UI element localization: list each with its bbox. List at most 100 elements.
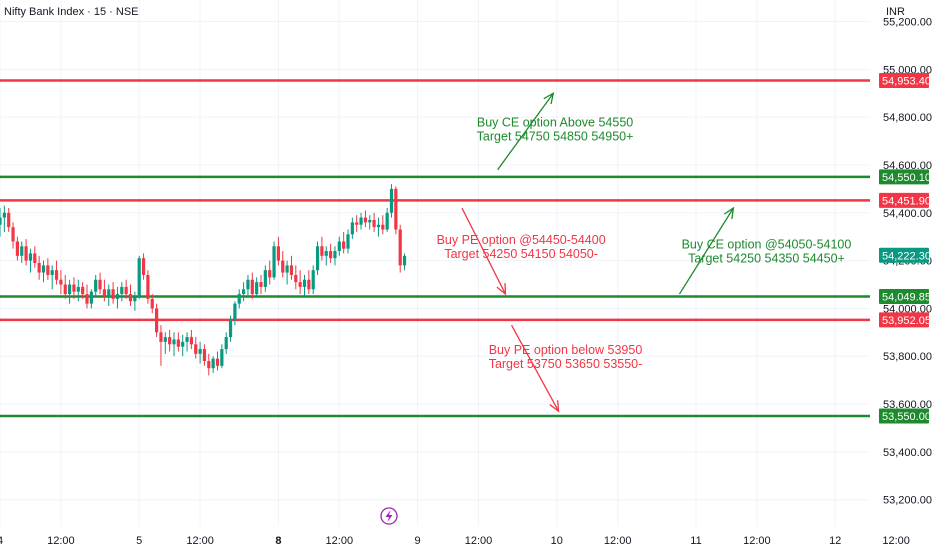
candle-body [59, 279, 63, 285]
trade-note-line: Target 54250 54350 54450+ [688, 252, 845, 266]
x-tick-label: 12:00 [326, 535, 354, 547]
y-tick-label: 54,600.00 [883, 160, 932, 172]
candle-body [146, 274, 150, 299]
x-tick-label: 12:00 [882, 535, 910, 547]
candle-body [2, 212, 6, 218]
level-tag-support [879, 408, 929, 424]
level-tag-label: 53,952.05 [882, 315, 931, 327]
candle-body [63, 284, 67, 295]
candle-body [402, 255, 407, 266]
candle-body [355, 222, 359, 225]
candle-body [228, 320, 233, 338]
candle-body [289, 265, 294, 275]
level-tag-label: 54,550.10 [882, 172, 931, 184]
candle-body [207, 361, 211, 369]
candle-body [155, 308, 159, 333]
candle-body [368, 219, 372, 223]
candle-body [11, 227, 15, 242]
candle-body [115, 294, 120, 299]
candle-body [133, 296, 137, 302]
candle-body [150, 298, 154, 309]
candles [0, 184, 407, 376]
y-tick-label: 53,400.00 [883, 447, 932, 459]
candle-body [141, 258, 146, 275]
candle-body [24, 246, 28, 261]
x-tick-label: 11 [690, 535, 701, 547]
candle-body [298, 282, 302, 287]
candle-body [311, 270, 315, 290]
candle-body [163, 337, 167, 342]
trade-note-line: Buy PE option below 53950 [489, 343, 643, 357]
level-tag-resistance [879, 312, 929, 328]
x-tick-label: 4 [0, 535, 3, 547]
candle-body [89, 291, 93, 304]
level-tag-support [879, 289, 929, 305]
candle-body [242, 289, 246, 295]
y-tick-label: 54,400.00 [883, 208, 932, 220]
trade-arrow [510, 324, 560, 412]
candle-body [46, 265, 50, 275]
x-tick-label: 12:00 [465, 535, 493, 547]
trade-arrow-head [496, 283, 507, 296]
trade-arrows [461, 91, 735, 413]
trade-arrow [497, 92, 554, 171]
candle-body [120, 286, 124, 295]
candle-body [15, 241, 19, 256]
candle-body [337, 241, 341, 252]
candle-body [202, 349, 207, 362]
candle-body [20, 246, 24, 256]
candle-body [294, 274, 298, 283]
candle-body [220, 349, 224, 366]
candle-body [215, 358, 220, 366]
candle-body [246, 279, 250, 290]
candle-body [250, 279, 254, 295]
candle-body [255, 282, 259, 295]
candle-body [333, 251, 337, 259]
candle-body [181, 341, 185, 347]
candle-body [176, 339, 180, 347]
event-markers[interactable] [380, 507, 398, 525]
chart-title: Nifty Bank Index · 15 · NSE [4, 6, 139, 18]
candle-body [237, 294, 241, 304]
candle-body [54, 270, 59, 280]
candle-body [98, 279, 102, 290]
candle-body [211, 358, 215, 369]
trade-arrow [678, 207, 734, 295]
last-price-tag [879, 247, 929, 263]
candle-body [28, 253, 33, 261]
candle-body [7, 212, 11, 228]
x-tick-label: 5 [136, 535, 142, 547]
candle-body [302, 279, 307, 287]
candle-body [224, 337, 228, 350]
y-tick-label: 55,200.00 [883, 17, 932, 29]
candle-body [94, 279, 98, 292]
candle-body [389, 188, 394, 213]
candle-body [102, 289, 106, 297]
x-tick-label: 8 [275, 535, 281, 547]
candle-body [189, 337, 193, 345]
candle-body [124, 286, 128, 295]
candle-body [281, 260, 285, 273]
candle-body [372, 219, 376, 228]
x-tick-label: 12:00 [186, 535, 214, 547]
x-tick-label: 10 [551, 535, 563, 547]
candle-body [342, 241, 346, 249]
candle-body [272, 246, 276, 278]
candle-body [50, 270, 54, 275]
candle-body [324, 251, 328, 256]
y-tick-label: 53,600.00 [883, 399, 932, 411]
candle-body [394, 188, 398, 230]
candle-body [0, 217, 2, 225]
x-tick-label: 12:00 [47, 535, 75, 547]
y-tick-label: 54,800.00 [883, 112, 932, 124]
candle-body [285, 265, 289, 273]
candle-body [233, 303, 237, 321]
candle-body [128, 294, 133, 302]
candle-body [320, 246, 324, 256]
candle-body [276, 246, 280, 261]
time-axis[interactable]: 4 12:00 5 12:00 8 12:00 9 12:00 10 12:00 11 12:00 12… [0, 535, 910, 547]
trade-note-line: Buy CE option Above 54550 [477, 116, 633, 130]
candle-body [81, 286, 85, 295]
candle-body [33, 253, 37, 263]
